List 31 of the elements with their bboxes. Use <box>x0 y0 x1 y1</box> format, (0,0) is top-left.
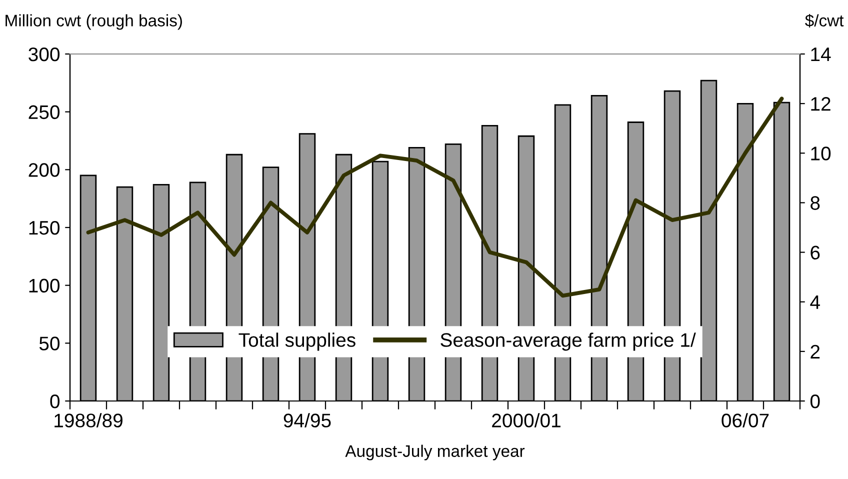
bar <box>116 186 134 401</box>
y-axis-title: Million cwt (rough basis) <box>6 14 182 30</box>
y2-tick-label: 8 <box>810 196 820 210</box>
bar <box>736 103 754 401</box>
bar <box>80 174 97 401</box>
y2-tick-label: 4 <box>810 296 820 309</box>
y2-tick-label: 2 <box>810 344 820 358</box>
bar <box>152 184 170 401</box>
legend-label: Season-average farm price 1/ <box>440 332 696 351</box>
y2-axis-title: $/cwt <box>805 14 844 28</box>
x-tick-label: 1988/89 <box>54 413 122 428</box>
x-tick-label: 06/07 <box>722 413 769 428</box>
y2-tick-label: 6 <box>810 246 820 260</box>
bar <box>700 80 718 401</box>
x-tick-label: 94/95 <box>284 413 331 428</box>
y-tick-label: 150 <box>29 220 60 235</box>
y2-tick-label: 12 <box>811 97 830 111</box>
x-axis-title: August-July market year <box>345 444 525 460</box>
y-tick-label: 50 <box>39 336 60 350</box>
y2-tick-label: 10 <box>811 146 831 160</box>
bar <box>773 102 790 401</box>
line-series <box>86 96 784 298</box>
legend-label: Total supplies <box>238 332 356 351</box>
y-tick-label: 100 <box>29 278 60 293</box>
y-tick-label: 200 <box>28 163 60 177</box>
y2-tick-label: 0 <box>810 394 820 408</box>
y-tick-label: 300 <box>28 47 60 62</box>
y2-tick-label: 14 <box>811 48 831 62</box>
x-tick-label: 2000/01 <box>492 413 560 428</box>
y-tick-label: 250 <box>28 105 60 120</box>
y-tick-label: 0 <box>50 394 60 408</box>
